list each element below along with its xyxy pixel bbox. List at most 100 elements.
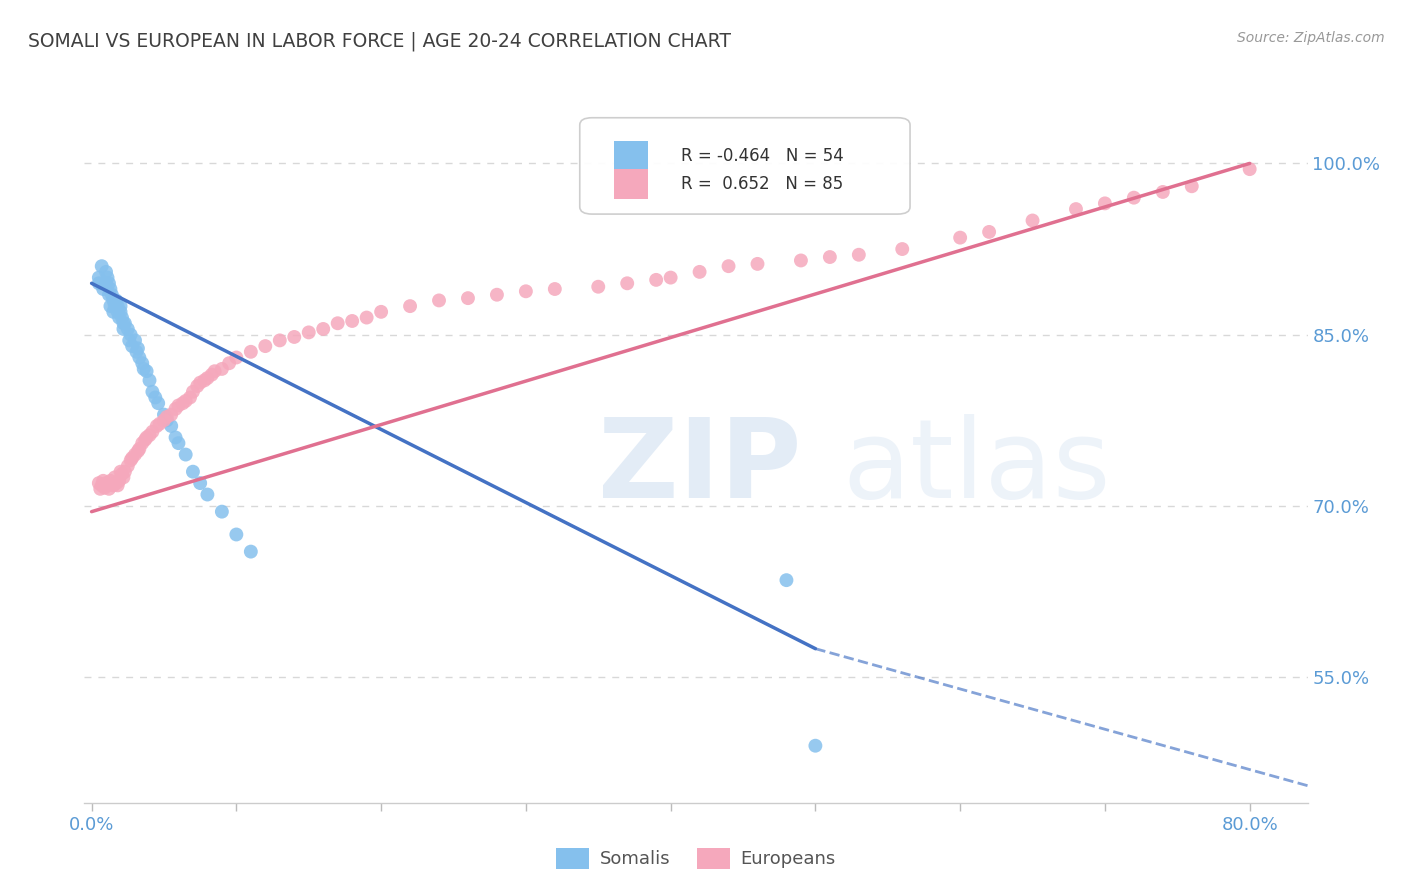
- Point: [96, 270, 118, 285]
- Point: [104, 299, 127, 313]
- Point: [127, 444, 149, 458]
- Point: [457, 291, 479, 305]
- Point: [197, 371, 219, 385]
- Point: [165, 401, 187, 416]
- Point: [181, 384, 204, 399]
- Point: [117, 458, 139, 473]
- Point: [87, 277, 110, 291]
- Point: [96, 478, 118, 492]
- Point: [197, 487, 219, 501]
- Point: [588, 279, 610, 293]
- Point: [103, 478, 125, 492]
- Point: [128, 351, 150, 365]
- Point: [110, 465, 132, 479]
- Point: [94, 265, 117, 279]
- Point: [616, 277, 638, 291]
- Point: [174, 448, 197, 462]
- Point: [107, 299, 129, 313]
- Point: [160, 419, 183, 434]
- Point: [239, 544, 262, 558]
- Point: [153, 413, 176, 427]
- Point: [120, 327, 142, 342]
- Point: [100, 474, 122, 488]
- Point: [98, 482, 121, 496]
- Point: [891, 242, 914, 256]
- Point: [188, 476, 211, 491]
- Point: [218, 356, 240, 370]
- Point: [93, 481, 115, 495]
- Point: [977, 225, 1000, 239]
- Point: [326, 316, 349, 330]
- Point: [100, 282, 122, 296]
- Point: [110, 305, 132, 319]
- Point: [485, 287, 508, 301]
- Point: [225, 351, 247, 365]
- Point: [101, 287, 124, 301]
- Text: ZIP: ZIP: [598, 414, 801, 521]
- Point: [172, 396, 194, 410]
- Point: [135, 364, 157, 378]
- Point: [135, 430, 157, 444]
- Point: [90, 478, 112, 492]
- Point: [107, 305, 129, 319]
- Point: [104, 470, 127, 484]
- Point: [818, 250, 841, 264]
- Point: [114, 316, 136, 330]
- Point: [659, 270, 682, 285]
- Point: [747, 257, 769, 271]
- Point: [105, 293, 128, 308]
- Point: [167, 399, 190, 413]
- Point: [790, 253, 813, 268]
- Text: SOMALI VS EUROPEAN IN LABOR FORCE | AGE 20-24 CORRELATION CHART: SOMALI VS EUROPEAN IN LABOR FORCE | AGE …: [28, 31, 731, 51]
- Point: [148, 396, 170, 410]
- Point: [160, 408, 183, 422]
- Point: [94, 277, 117, 291]
- Point: [111, 467, 134, 481]
- Point: [138, 373, 160, 387]
- Point: [717, 259, 740, 273]
- Point: [125, 344, 148, 359]
- Point: [179, 391, 201, 405]
- Point: [121, 450, 143, 465]
- Point: [89, 482, 111, 496]
- Point: [90, 259, 112, 273]
- Point: [145, 419, 167, 434]
- Point: [239, 344, 262, 359]
- Point: [848, 248, 870, 262]
- Point: [114, 465, 136, 479]
- Point: [120, 453, 142, 467]
- Point: [1152, 185, 1174, 199]
- Point: [188, 376, 211, 390]
- Point: [1181, 179, 1204, 194]
- Point: [204, 364, 226, 378]
- Point: [141, 384, 163, 399]
- Point: [118, 334, 141, 348]
- Point: [132, 362, 155, 376]
- Point: [427, 293, 450, 308]
- Point: [87, 270, 110, 285]
- Point: [98, 287, 121, 301]
- FancyBboxPatch shape: [579, 118, 910, 214]
- Text: Source: ZipAtlas.com: Source: ZipAtlas.com: [1237, 31, 1385, 45]
- Point: [134, 433, 156, 447]
- Text: atlas: atlas: [842, 414, 1111, 521]
- Point: [340, 314, 363, 328]
- Bar: [614, 169, 648, 199]
- Point: [91, 474, 114, 488]
- Point: [103, 293, 125, 308]
- Point: [94, 476, 117, 491]
- Point: [112, 316, 135, 330]
- Point: [117, 322, 139, 336]
- Point: [156, 409, 179, 424]
- Point: [131, 436, 153, 450]
- Point: [211, 362, 233, 376]
- Point: [127, 342, 149, 356]
- Point: [100, 299, 122, 313]
- Point: [645, 273, 668, 287]
- Point: [949, 230, 972, 244]
- Point: [111, 310, 134, 325]
- Point: [1239, 162, 1261, 177]
- Point: [1094, 196, 1116, 211]
- Point: [515, 285, 537, 299]
- Point: [143, 391, 166, 405]
